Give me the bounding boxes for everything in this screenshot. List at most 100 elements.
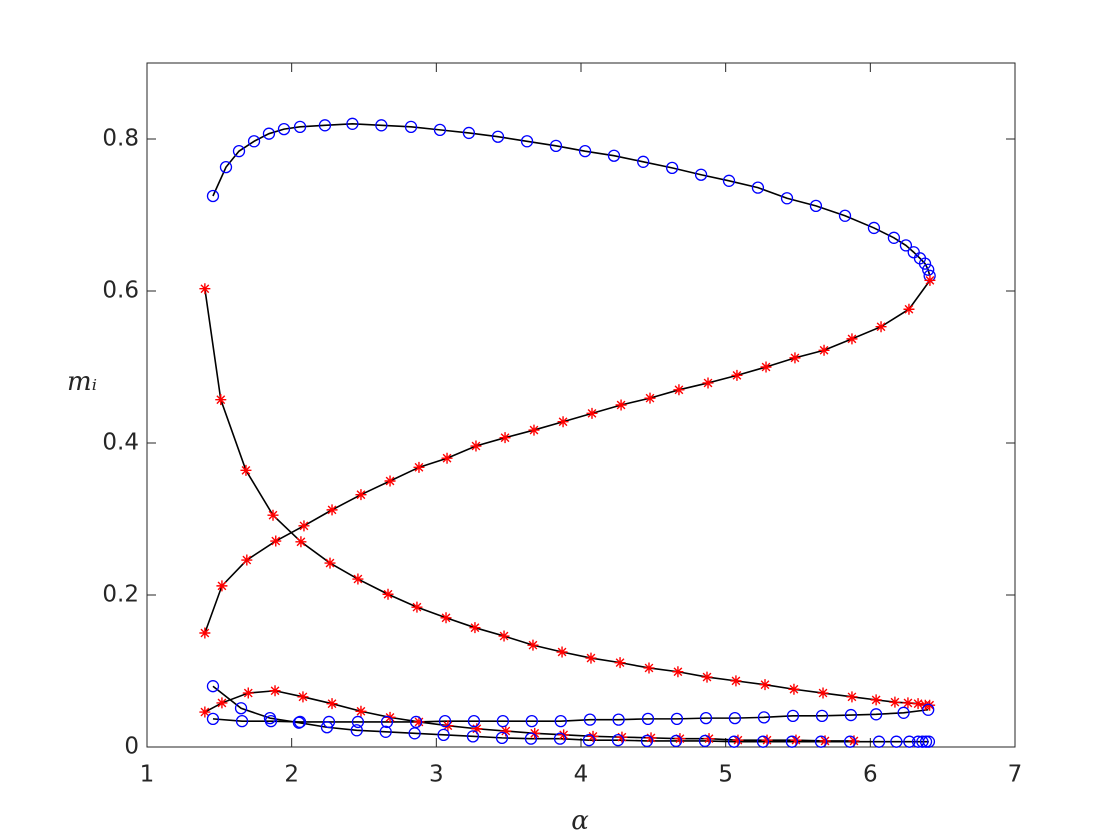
circle-marker (867, 221, 881, 235)
star-marker (846, 691, 858, 703)
star-marker (731, 369, 743, 381)
star-marker (470, 440, 482, 452)
star-marker (297, 691, 309, 703)
circle-marker (318, 119, 332, 132)
star-marker (471, 723, 483, 735)
star-marker (527, 639, 539, 651)
star-marker (469, 622, 481, 634)
star-marker (760, 361, 772, 373)
star-marker (924, 274, 936, 286)
circle-marker (375, 119, 388, 132)
circle-marker (524, 732, 538, 745)
star-marker (902, 697, 914, 709)
curve (212, 122, 931, 276)
x-tick-label: 3 (429, 762, 444, 788)
star-marker (672, 666, 684, 678)
circle-marker (247, 135, 261, 148)
circle-marker (669, 734, 683, 748)
circle-marker (843, 735, 857, 748)
star-marker (295, 536, 307, 548)
star-marker (241, 554, 253, 566)
star-marker (614, 657, 626, 669)
circle-marker (320, 721, 334, 734)
star-marker (790, 734, 802, 746)
circle-marker (890, 735, 903, 748)
circle-marker (922, 735, 936, 748)
star-marker (848, 735, 860, 747)
star-marker (529, 727, 541, 739)
x-tick-label: 7 (1008, 762, 1023, 788)
star-marker (352, 573, 364, 585)
circle-marker (611, 734, 625, 747)
star-marker (644, 392, 656, 404)
x-tick-label: 6 (863, 762, 878, 788)
x-tick-label: 1 (140, 762, 155, 788)
circle-marker (844, 708, 858, 722)
circle-marker (637, 155, 650, 168)
circle-marker (727, 735, 741, 748)
star-marker (789, 352, 801, 364)
circle-marker (206, 189, 220, 203)
circle-marker (728, 711, 742, 725)
circle-marker (785, 735, 799, 748)
star-marker (441, 452, 453, 464)
star-marker (924, 699, 936, 711)
star-marker (702, 377, 714, 389)
circle-marker (612, 713, 625, 726)
star-marker (912, 698, 924, 710)
star-marker (889, 696, 901, 708)
circle-marker (916, 735, 929, 748)
star-marker (528, 424, 540, 436)
star-marker (324, 557, 336, 569)
circle-marker (409, 715, 423, 729)
star-marker (674, 733, 686, 745)
star-marker (498, 630, 510, 642)
circle-marker (757, 711, 771, 724)
star-marker (761, 734, 773, 746)
star-marker (199, 627, 211, 639)
star-marker (440, 612, 452, 624)
circle-marker (235, 715, 249, 728)
circle-marker (756, 735, 770, 748)
circle-marker (918, 257, 932, 270)
circle-marker (234, 702, 248, 715)
star-marker (199, 283, 211, 295)
circle-marker (578, 145, 592, 158)
star-marker (326, 504, 338, 516)
circle-marker (553, 732, 567, 745)
circle-marker (350, 724, 363, 737)
star-marker (788, 683, 800, 695)
circle-marker (495, 731, 509, 745)
star-marker (846, 333, 858, 345)
circle-marker (607, 149, 621, 162)
circle-marker (496, 715, 510, 728)
circle-marker (219, 160, 233, 174)
circle-marker (206, 712, 220, 726)
star-marker (355, 705, 367, 717)
star-marker (499, 432, 511, 444)
star-marker (818, 344, 830, 356)
star-marker (732, 734, 744, 746)
circle-marker (437, 728, 450, 741)
circle-marker (922, 703, 935, 716)
star-marker (819, 735, 831, 747)
x-tick-label: 5 (718, 762, 733, 788)
circle-marker (346, 117, 359, 130)
star-marker (269, 685, 281, 697)
circle-marker (380, 715, 394, 729)
circle-marker (899, 239, 913, 252)
star-marker (556, 646, 568, 658)
star-marker (615, 399, 627, 411)
star-marker (903, 303, 915, 315)
circle-marker (780, 192, 794, 205)
y-tick-label: 0.6 (102, 278, 139, 304)
circle-marker (583, 713, 597, 726)
star-marker (411, 601, 423, 613)
star-marker (586, 407, 598, 419)
star-marker (759, 679, 771, 691)
y-tick-label: 0.8 (102, 126, 139, 152)
star-marker (355, 489, 367, 501)
circle-marker (322, 715, 336, 729)
circle-marker (520, 135, 534, 148)
